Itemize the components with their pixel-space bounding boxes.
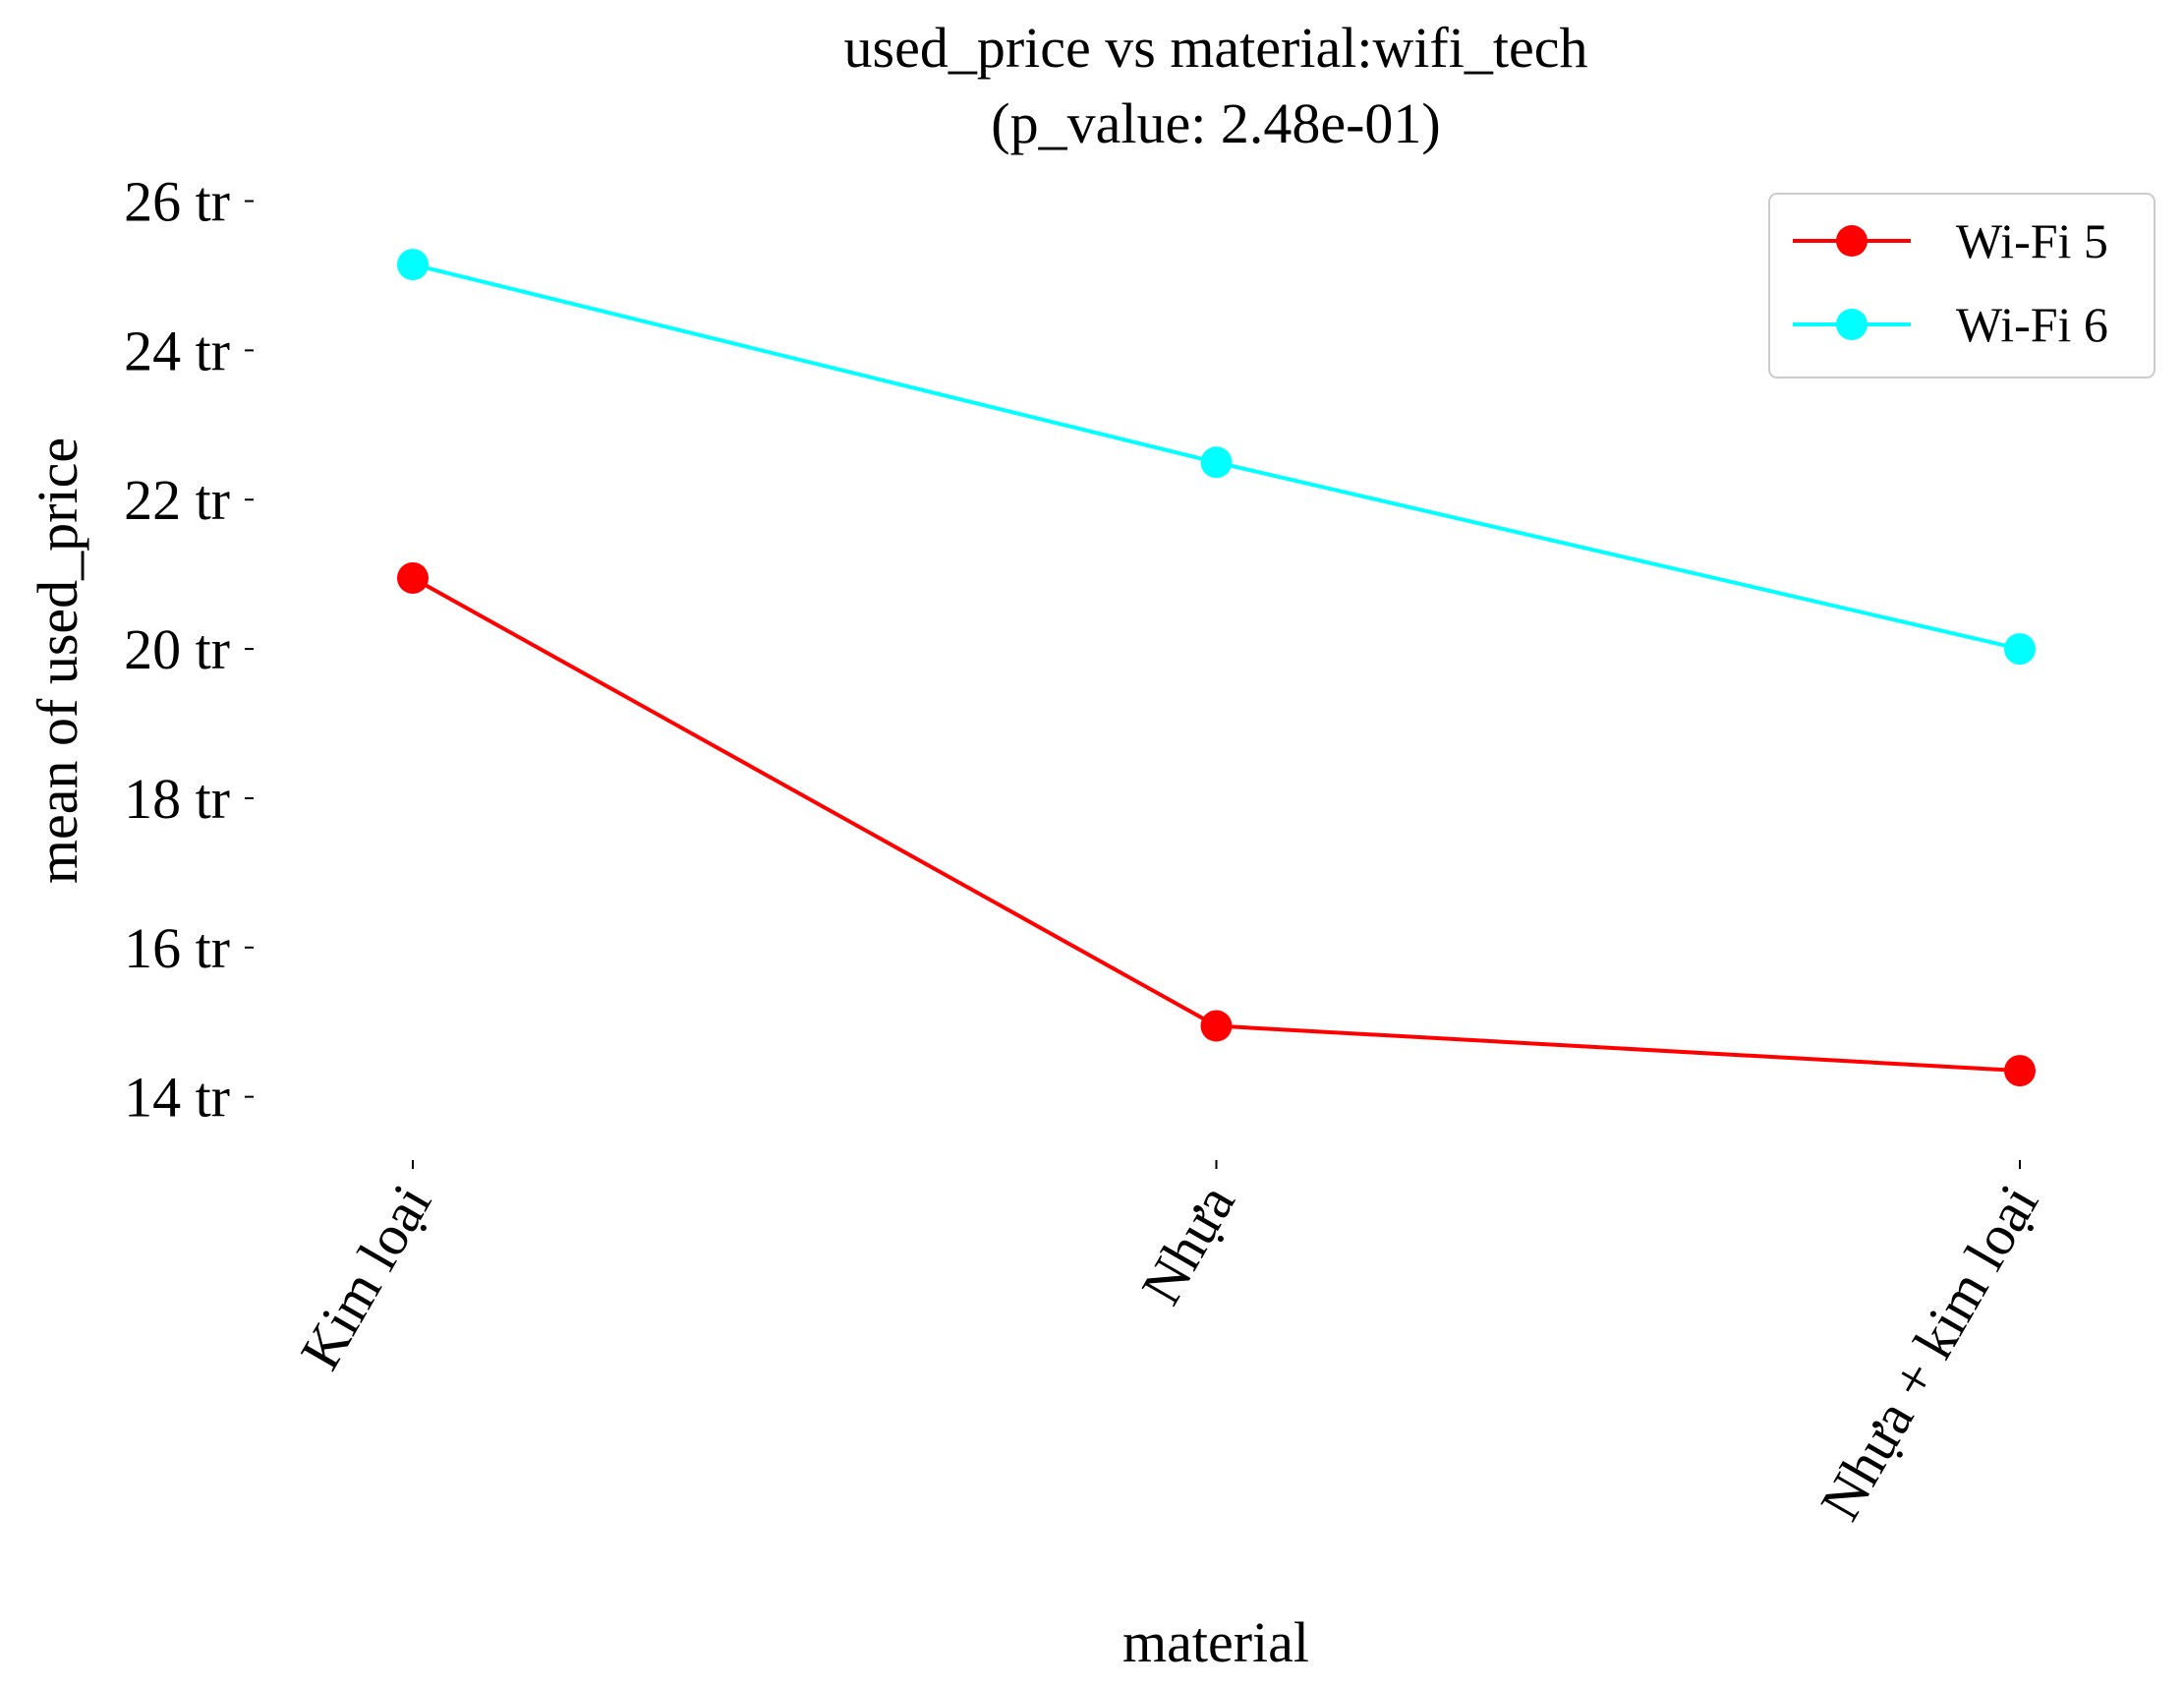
series-1-point bbox=[2004, 1055, 2036, 1087]
y-tick-label: 24 tr bbox=[124, 319, 230, 382]
chart-title-line2: (p_value: 2.48e-01) bbox=[991, 91, 1440, 155]
series-2-point bbox=[397, 249, 429, 281]
x-tick-label: Nhựa + kim loại bbox=[1808, 1174, 2050, 1531]
legend-marker-1 bbox=[1836, 225, 1868, 257]
x-tick-label: Nhựa bbox=[1128, 1174, 1246, 1314]
chart-title-line1: used_price vs material:wifi_tech bbox=[844, 16, 1588, 80]
y-tick-label: 26 tr bbox=[124, 170, 230, 234]
series-2-point bbox=[1200, 446, 1233, 479]
series-layer bbox=[397, 249, 2036, 1087]
series-line-1 bbox=[412, 576, 2021, 1074]
legend-label-1: Wi-Fi 5 bbox=[1956, 213, 2108, 268]
series-2-point bbox=[2004, 633, 2036, 666]
y-tick-label: 22 tr bbox=[124, 468, 230, 532]
legend: Wi-Fi 5 Wi-Fi 6 bbox=[1768, 193, 2155, 378]
y-axis: 14 tr 16 tr 18 tr 20 tr 22 tr 24 tr 26 tr bbox=[124, 170, 254, 1130]
x-axis-label: material bbox=[1122, 1610, 1309, 1674]
x-tick-label: Kim loại bbox=[288, 1174, 444, 1380]
series-1-point bbox=[397, 561, 429, 594]
y-tick-label: 16 tr bbox=[124, 916, 230, 980]
legend-marker-2 bbox=[1836, 309, 1868, 340]
legend-label-2: Wi-Fi 6 bbox=[1956, 297, 2108, 352]
x-axis: Kim loại Nhựa Nhựa + kim loại bbox=[288, 1160, 2050, 1531]
y-tick-label: 18 tr bbox=[124, 767, 230, 831]
series-1-point bbox=[1200, 1010, 1233, 1042]
y-tick-label: 20 tr bbox=[124, 617, 230, 681]
y-tick-label: 14 tr bbox=[124, 1066, 230, 1130]
y-axis-label: mean of used_price bbox=[26, 437, 89, 884]
